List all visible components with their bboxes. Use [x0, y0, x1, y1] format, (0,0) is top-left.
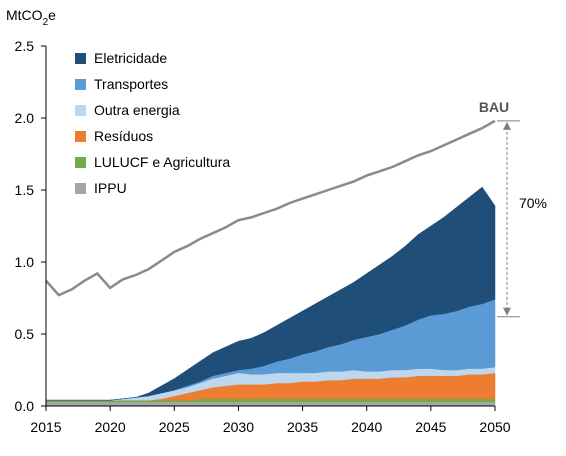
stacked-areas — [45, 186, 496, 407]
legend-swatch-lulucf-e-agricultura — [75, 157, 86, 168]
legend-label-ippu: IPPU — [94, 180, 127, 196]
legend-label-outra-energia: Outra energia — [94, 102, 180, 118]
arrow-down-head-icon — [503, 307, 511, 316]
x-tick-label: 2025 — [159, 419, 190, 435]
legend-label-lulucf-e-agricultura: LULUCF e Agricultura — [94, 154, 230, 170]
bau-label: BAU — [479, 99, 509, 115]
y-tick-label: 1.0 — [15, 254, 35, 270]
y-tick-label: 2.5 — [15, 38, 35, 54]
bau-layer — [45, 119, 496, 297]
legend-label-residuos: Resíduos — [94, 128, 153, 144]
legend-label-eletricidade: Eletricidade — [94, 50, 167, 66]
legend-label-transportes: Transportes — [94, 76, 168, 92]
y-tick-label: 2.0 — [15, 110, 35, 126]
legend-swatch-residuos — [75, 131, 86, 142]
x-tick-label: 2050 — [479, 419, 510, 435]
axes: 0.0 0.5 1.0 1.5 2.0 2.5 2015 2020 2025 2030 2035 20… — [15, 38, 511, 435]
x-tick-label: 2040 — [351, 419, 382, 435]
y-tick-label: 0.0 — [15, 398, 35, 414]
y-axis-unit-label: MtCO2e — [6, 7, 56, 28]
x-tick-label: 2020 — [95, 419, 126, 435]
legend-swatch-transportes — [75, 79, 86, 90]
area-eletricidade — [46, 186, 496, 401]
y-tick-label: 1.5 — [15, 182, 35, 198]
bau-line — [45, 119, 496, 297]
annotations: BAU 70% — [479, 99, 547, 318]
legend: Eletricidade Transportes Outra energia Resí… — [75, 50, 230, 196]
area-ippu — [45, 401, 496, 407]
arrow-up-head-icon — [503, 121, 511, 130]
legend-swatch-outra-energia — [75, 105, 86, 116]
x-tick-label: 2030 — [223, 419, 254, 435]
reduction-label: 70% — [519, 195, 547, 211]
y-tick-label: 0.5 — [15, 326, 35, 342]
legend-swatch-eletricidade — [75, 53, 86, 64]
x-tick-label: 2035 — [287, 419, 318, 435]
x-tick-label: 2015 — [30, 419, 61, 435]
x-tick-label: 2045 — [415, 419, 446, 435]
legend-swatch-ippu — [75, 183, 86, 194]
